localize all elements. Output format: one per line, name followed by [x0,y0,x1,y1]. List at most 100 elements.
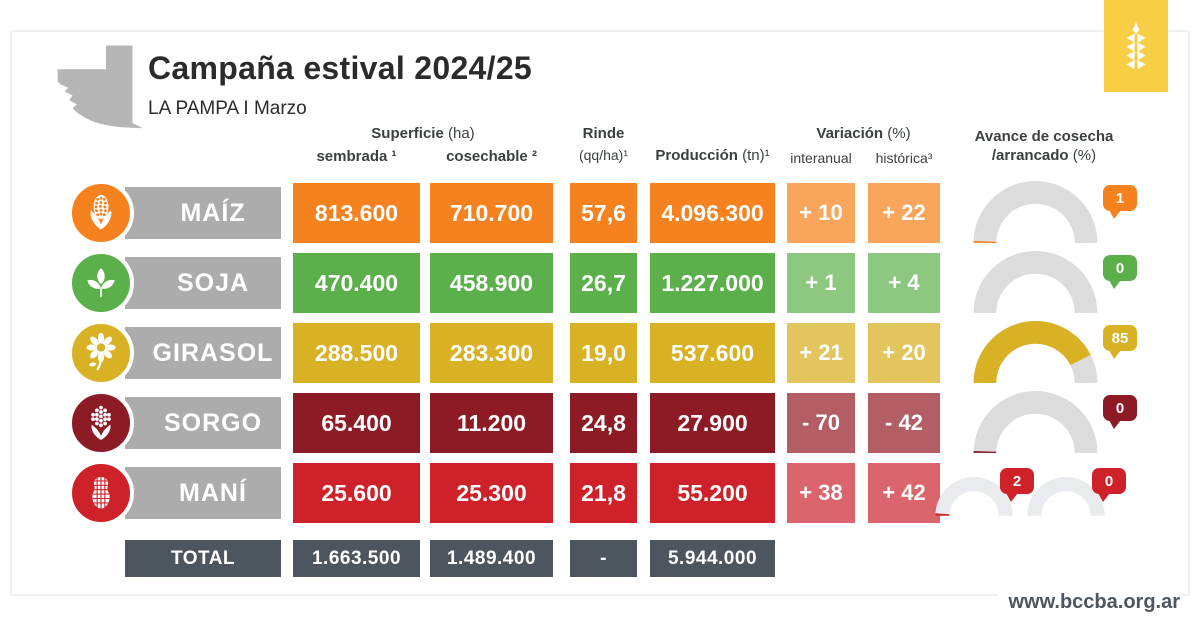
total-row: TOTAL 1.663.500 1.489.400 - 5.944.000 [0,540,1200,577]
column-header-historica: histórica³ [875,150,933,166]
page-title: Campaña estival 2024/25 [148,50,533,86]
produccion-unit: (tn)¹ [742,147,770,164]
soy-leaves-icon [87,268,115,298]
avance-badge-value: 0 [1115,399,1125,417]
column-header-superficie: Superficie (ha) [293,124,553,143]
sorghum-icon [91,405,111,441]
variacion-unit: (%) [887,125,911,142]
avance-line1: Avance de cosecha [974,128,1114,145]
value-variacion-interanual: + 21 [787,323,855,383]
crop-label-band: SORGO [125,397,281,449]
avance-gauge-zone: 85 [930,321,1145,385]
avance-gauge [1027,477,1105,517]
crop-name: MAÍZ [180,198,246,227]
avance-badge-value: 85 [1111,329,1129,347]
avance-badge: 0 [1103,255,1137,289]
logo-block [1104,0,1168,92]
value-produccion: 27.900 [650,393,775,453]
crop-icon-circle [68,460,134,526]
la-pampa-map-icon [55,42,143,137]
value-sembrada: 470.400 [293,253,420,313]
column-header-interanual: interanual [790,150,852,166]
column-header-cosechable: cosechable ² [446,148,537,165]
avance-unit: (%) [1072,147,1097,164]
avance-gauge [973,181,1098,245]
column-header-produccion: Producción (tn)¹ [644,146,781,165]
wheat-icon [1126,22,1146,70]
superficie-title: Superficie [371,125,444,142]
avance-badge-value: 1 [1115,189,1125,207]
crop-label-band: SOJA [125,257,281,309]
avance-gauge [973,321,1098,385]
value-sembrada: 65.400 [293,393,420,453]
column-header-avance: Avance de cosecha/arrancado (%) [958,127,1130,165]
value-variacion-interanual: + 10 [787,183,855,243]
crop-name: MANÍ [179,478,247,507]
avance-badge-value: 2 [1012,472,1022,490]
value-cosechable: 710.700 [430,183,553,243]
crop-row-girasol: GIRASOL 288.500 283.300 19,0 537.600 + 2… [0,320,1200,386]
avance-badge: 2 [1000,468,1034,502]
avance-gauge [973,391,1098,455]
column-header-sembrada: sembrada ¹ [316,148,397,165]
value-produccion: 1.227.000 [650,253,775,313]
crop-row-sorgo: SORGO 65.400 11.200 24,8 27.900 - 70 - 4… [0,390,1200,456]
value-produccion: 4.096.300 [650,183,775,243]
crop-row-maiz: MAÍZ 813.600 710.700 57,6 4.096.300 + 10… [0,180,1200,246]
value-variacion-interanual: - 70 [787,393,855,453]
crop-icon-circle [68,250,134,316]
value-sembrada: 288.500 [293,323,420,383]
value-variacion-historica: + 22 [868,183,940,243]
avance-badge: 0 [1103,395,1137,429]
crop-name: SOJA [176,268,250,297]
value-variacion-historica: + 4 [868,253,940,313]
value-variacion-historica: - 42 [868,393,940,453]
value-variacion-interanual: + 38 [787,463,855,523]
value-rinde: 26,7 [570,253,637,313]
sunflower-icon [86,332,116,371]
avance-gauge-zone: 0 [930,391,1145,455]
avance-gauge [935,477,1013,517]
total-sembrada: 1.663.500 [293,540,420,577]
value-variacion-interanual: + 1 [787,253,855,313]
crop-row-mani: MANÍ 25.600 25.300 21,8 55.200 + 38 + 42… [0,460,1200,526]
value-rinde: 24,8 [570,393,637,453]
value-rinde: 21,8 [570,463,637,523]
superficie-unit: (ha) [448,125,475,142]
value-rinde: 57,6 [570,183,637,243]
value-cosechable: 458.900 [430,253,553,313]
avance-line2: /arrancado [991,147,1069,164]
value-cosechable: 25.300 [430,463,553,523]
value-sembrada: 813.600 [293,183,420,243]
page-subtitle: LA PAMPA I Marzo [148,98,307,119]
avance-badge: 1 [1103,185,1137,219]
crop-icon-circle [68,180,134,246]
column-header-rinde-unit: (qq/ha)¹ [578,147,629,163]
value-produccion: 537.600 [650,323,775,383]
value-cosechable: 11.200 [430,393,553,453]
value-variacion-historica: + 20 [868,323,940,383]
column-header-variacion: Variación (%) [787,124,940,143]
total-rinde: - [570,540,637,577]
produccion-title: Producción [655,147,738,164]
variacion-title: Variación [816,125,884,142]
avance-badge: 85 [1103,325,1137,359]
avance-gauge-zone: 0 [930,251,1145,315]
avance-badge-value: 0 [1104,472,1114,490]
value-rinde: 19,0 [570,323,637,383]
website-url: www.bccba.org.ar [998,591,1180,614]
value-sembrada: 25.600 [293,463,420,523]
total-produccion: 5.944.000 [650,540,775,577]
crop-row-soja: SOJA 470.400 458.900 26,7 1.227.000 + 1 … [0,250,1200,316]
corn-icon [90,194,112,230]
avance-badge-value: 0 [1115,259,1125,277]
avance-gauge [973,251,1098,315]
peanut-icon [92,477,110,509]
crop-name: GIRASOL [152,338,274,367]
value-produccion: 55.200 [650,463,775,523]
avance-badge: 0 [1092,468,1126,502]
crop-icon-circle [68,320,134,386]
value-variacion-historica: + 42 [868,463,940,523]
total-cosechable: 1.489.400 [430,540,553,577]
